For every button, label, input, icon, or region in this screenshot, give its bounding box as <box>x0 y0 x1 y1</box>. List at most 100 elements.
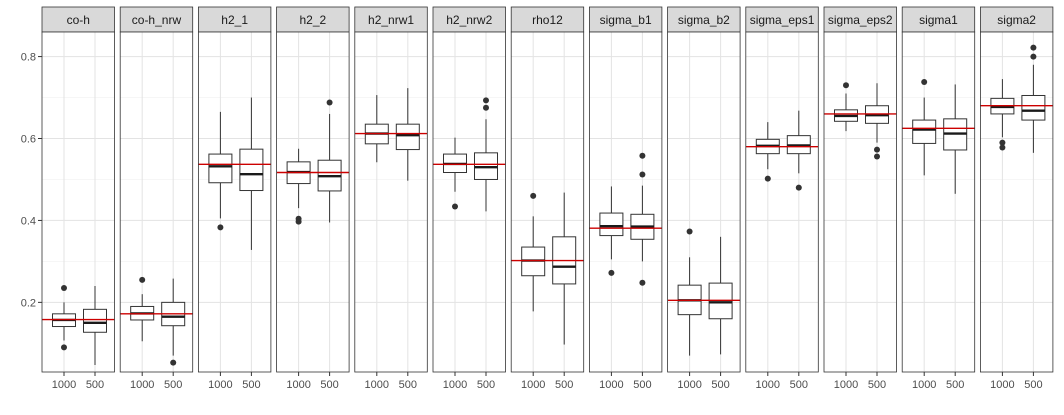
panel-background <box>276 32 350 372</box>
outlier-point <box>61 344 67 351</box>
x-tick-label: 500 <box>946 379 964 391</box>
outlier-point <box>921 78 928 85</box>
panel-background <box>667 32 741 372</box>
x-tick-label: 500 <box>633 379 651 391</box>
facet-strip-label: co-h_nrw <box>132 13 182 27</box>
box-500 <box>943 84 968 194</box>
x-tick-label: 1000 <box>756 379 780 391</box>
facet-strip <box>41 6 115 33</box>
facet-strip <box>276 6 350 33</box>
box-500 <box>317 99 342 223</box>
x-tick-label: 500 <box>399 379 417 391</box>
panel-border <box>901 31 976 373</box>
box-500 <box>1021 44 1046 153</box>
outlier-point <box>483 97 489 104</box>
facet-panel-sigma2: sigma2 1000 500 <box>980 6 1054 391</box>
outlier-point <box>217 224 224 231</box>
outlier-point <box>999 144 1006 151</box>
x-tick-label: 1000 <box>834 379 858 391</box>
outlier-point <box>686 228 693 235</box>
box-1000 <box>208 111 233 231</box>
facet-panel-sigma-b1: sigma_b1 1000 500 <box>589 6 663 391</box>
outlier-point <box>639 152 646 159</box>
y-tick-label: 0.6 <box>21 134 36 146</box>
outlier-point <box>795 184 802 191</box>
box-500 <box>83 285 107 366</box>
panel-border <box>354 31 428 373</box>
x-tick-label: 500 <box>555 379 573 391</box>
outlier-point <box>639 171 646 178</box>
panel-background <box>589 32 662 372</box>
x-tick-label: 500 <box>711 379 729 391</box>
x-tick-label: 500 <box>164 379 182 391</box>
outlier-point <box>639 279 646 286</box>
box-500 <box>395 88 420 181</box>
x-tick-label: 1000 <box>286 379 310 391</box>
outlier-point <box>295 218 302 225</box>
x-tick-label: 500 <box>242 379 260 391</box>
facet-panel-h2-nrw1: h2_nrw1 1000 500 <box>354 6 428 391</box>
x-tick-label: 1000 <box>208 379 232 391</box>
outlier-point <box>874 153 880 160</box>
box-500 <box>474 97 498 212</box>
facet-panel-sigma1: sigma1 1000 500 <box>901 6 976 391</box>
box-iqr <box>208 153 233 184</box>
facet-strip-label: h2_1 <box>221 13 248 27</box>
box-1000 <box>599 186 624 276</box>
facet-strip-label: co-h <box>67 13 90 27</box>
facet-panel-co-h-nrw: co-h_nrw 1000 500 <box>119 6 194 391</box>
x-tick-label: 500 <box>1024 379 1042 391</box>
box-1000 <box>521 192 546 312</box>
facet-strip <box>432 6 506 33</box>
y-tick-label: 0.8 <box>21 52 36 64</box>
x-tick-label: 1000 <box>443 379 467 391</box>
x-tick-label: 1000 <box>365 379 389 391</box>
x-tick-label: 500 <box>868 379 886 391</box>
x-tick-label: 1000 <box>52 379 76 391</box>
box-iqr <box>599 212 624 237</box>
facet-panel-h2-1: h2_1 1000 500 <box>197 6 272 391</box>
x-tick-label: 1000 <box>521 379 545 391</box>
x-tick-label: 1000 <box>130 379 154 391</box>
outlier-point <box>326 99 333 106</box>
x-tick-label: 1000 <box>990 379 1014 391</box>
facet-strip-label: h2_2 <box>299 13 326 27</box>
panel-background <box>433 32 506 372</box>
facet-strip-label: h2_nrw1 <box>368 13 414 27</box>
x-tick-label: 500 <box>790 379 808 391</box>
facet-strip <box>197 6 272 33</box>
facet-panel-co-h: co-h 1000 500 <box>41 6 115 391</box>
facet-strip-label: sigma_eps1 <box>750 13 815 27</box>
facet-panel-h2-2: h2_2 1000 500 <box>276 6 350 391</box>
facet-strip <box>745 6 819 33</box>
outlier-point <box>608 269 615 276</box>
box-1000 <box>834 82 858 132</box>
facet-strip-label: sigma1 <box>919 13 958 27</box>
panel-border <box>510 31 585 373</box>
box-iqr <box>395 123 420 151</box>
facet-strip-label: rho12 <box>532 13 563 27</box>
outlier-point <box>170 359 177 366</box>
outlier-point <box>999 139 1006 146</box>
panel-border <box>980 31 1054 373</box>
facet-strip-label: h2_nrw2 <box>446 13 492 27</box>
facet-strip <box>510 6 585 33</box>
panel-background <box>745 32 819 372</box>
outlier-point <box>764 175 771 182</box>
x-tick-label: 1000 <box>912 379 936 391</box>
panel-background <box>902 32 975 372</box>
panel-border <box>589 31 663 373</box>
box-iqr <box>239 148 264 192</box>
box-500 <box>786 110 811 191</box>
panel-background <box>198 32 271 372</box>
outlier-point <box>483 104 489 111</box>
facet-panel-sigma-eps1: sigma_eps1 1000 500 <box>745 6 819 391</box>
facet-panel-h2-nrw2: h2_nrw2 1000 500 <box>432 6 506 391</box>
facet-strip-label: sigma_eps2 <box>828 13 893 27</box>
facet-panel-rho12: rho12 1000 500 <box>510 6 585 391</box>
outlier-point <box>874 146 880 153</box>
outlier-point <box>452 203 458 210</box>
facet-strip <box>119 6 194 33</box>
facet-strip <box>589 6 663 33</box>
outlier-point <box>1030 44 1037 51</box>
